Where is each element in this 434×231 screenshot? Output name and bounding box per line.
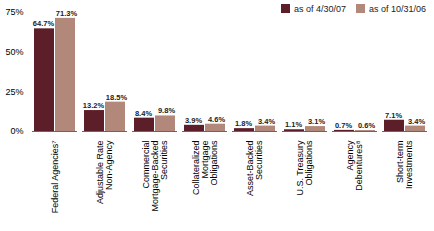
svg-text:18.5%: 18.5% [106, 93, 128, 102]
svg-text:1.1%: 1.1% [285, 120, 302, 129]
svg-text:3.1%: 3.1% [308, 117, 325, 126]
svg-text:U.S. TreasuryObligations: U.S. TreasuryObligations [295, 140, 314, 196]
svg-text:Federal Agencies⁷: Federal Agencies⁷ [50, 141, 60, 214]
svg-text:13.2%: 13.2% [83, 101, 105, 110]
svg-text:50%: 50% [5, 47, 23, 57]
svg-text:4.6%: 4.6% [208, 115, 225, 124]
svg-text:7.1%: 7.1% [385, 111, 402, 120]
svg-text:75%: 75% [5, 7, 23, 17]
svg-text:71.3%: 71.3% [56, 9, 78, 18]
svg-text:0.7%: 0.7% [335, 121, 352, 130]
svg-text:0%: 0% [10, 126, 23, 136]
svg-text:Asset-BackedSecurities: Asset-BackedSecurities [245, 140, 264, 196]
svg-text:AgencyDebentures⁸: AgencyDebentures⁸ [345, 140, 364, 191]
svg-text:3.4%: 3.4% [258, 117, 275, 126]
svg-text:Short-termInvestments: Short-termInvestments [395, 140, 414, 189]
svg-text:3.4%: 3.4% [408, 117, 425, 126]
svg-text:CollateralizedMortgageObligati: CollateralizedMortgageObligations [191, 140, 219, 195]
svg-text:8.4%: 8.4% [135, 109, 152, 118]
svg-text:25%: 25% [5, 87, 23, 97]
svg-text:64.7%: 64.7% [33, 19, 55, 28]
svg-text:0.6%: 0.6% [358, 121, 375, 130]
svg-text:Adjustable RateNon-Agency: Adjustable RateNon-Agency [95, 140, 114, 204]
svg-text:9.8%: 9.8% [158, 106, 175, 115]
html-text:as of 4/30/07: as of 4/30/07 [293, 4, 346, 14]
svg-text:CommercialMortgage-BackedSecur: CommercialMortgage-BackedSecurities [141, 140, 169, 212]
html-text:as of 10/31/06: as of 10/31/06 [369, 4, 426, 14]
svg-text:1.8%: 1.8% [235, 119, 252, 128]
svg-text:3.9%: 3.9% [185, 116, 202, 125]
